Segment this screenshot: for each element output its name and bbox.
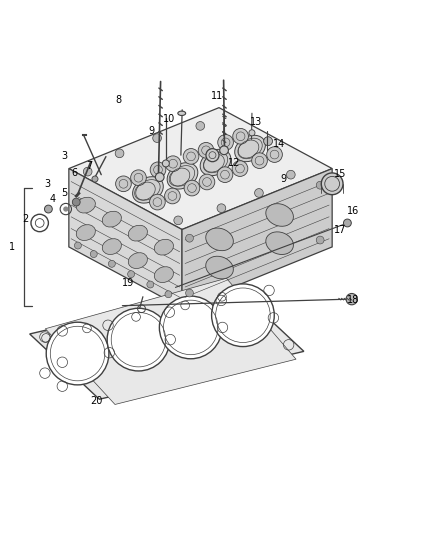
Polygon shape [30,286,304,399]
Circle shape [212,284,274,346]
Circle shape [90,251,97,257]
Ellipse shape [102,239,121,254]
Ellipse shape [200,149,231,176]
Circle shape [45,205,52,213]
Text: 3: 3 [61,150,67,160]
Ellipse shape [128,253,148,269]
Circle shape [199,174,215,190]
Ellipse shape [128,225,148,241]
Circle shape [218,134,233,150]
Text: 9: 9 [148,126,155,136]
Text: 11: 11 [211,91,223,101]
Text: 5: 5 [61,188,67,198]
Circle shape [63,206,68,212]
Circle shape [184,180,200,196]
Circle shape [232,161,248,176]
Ellipse shape [154,239,173,255]
Text: 10: 10 [163,115,175,124]
Circle shape [252,153,267,168]
Text: 13: 13 [250,117,262,127]
Circle shape [254,189,263,197]
Text: 4: 4 [49,194,56,204]
Circle shape [198,142,214,158]
Text: 20: 20 [90,395,102,406]
Circle shape [174,216,183,225]
Circle shape [147,281,154,288]
Circle shape [153,134,162,142]
Circle shape [249,130,255,136]
Text: 3: 3 [44,179,50,189]
Ellipse shape [266,232,293,254]
Circle shape [264,137,272,146]
Circle shape [108,260,115,267]
Circle shape [150,194,165,210]
Circle shape [46,322,109,385]
Circle shape [183,149,199,164]
Circle shape [233,128,248,144]
Circle shape [343,219,351,227]
Text: 12: 12 [228,158,240,168]
Text: 18: 18 [347,295,359,305]
Ellipse shape [154,266,173,282]
Circle shape [83,167,92,176]
Text: 7: 7 [86,161,92,172]
Circle shape [316,181,324,189]
Ellipse shape [206,228,233,251]
Polygon shape [46,278,296,405]
Circle shape [150,162,166,177]
Text: 9: 9 [280,174,286,183]
Circle shape [346,294,357,305]
Ellipse shape [178,111,186,116]
Text: 2: 2 [22,214,28,224]
Circle shape [217,167,233,182]
Circle shape [72,198,80,206]
Circle shape [165,156,181,172]
Circle shape [220,146,228,155]
Ellipse shape [102,211,121,227]
Ellipse shape [76,224,95,240]
Ellipse shape [266,204,293,227]
Circle shape [206,149,219,161]
Circle shape [267,147,283,163]
Circle shape [217,204,226,213]
Polygon shape [69,168,182,308]
Text: 19: 19 [122,278,134,288]
Circle shape [107,308,170,371]
Circle shape [286,171,295,179]
Text: 1: 1 [9,242,15,252]
Circle shape [186,289,194,297]
Circle shape [196,122,205,130]
Circle shape [162,160,170,167]
Circle shape [116,176,131,192]
Circle shape [155,173,164,181]
Circle shape [159,296,222,359]
Circle shape [321,173,343,195]
Text: 17: 17 [334,224,346,235]
Ellipse shape [133,177,163,203]
Ellipse shape [167,163,198,189]
Circle shape [92,176,98,182]
Circle shape [264,137,272,146]
Ellipse shape [76,197,95,213]
Text: 15: 15 [334,169,346,179]
Circle shape [165,291,172,298]
Circle shape [74,242,81,249]
Text: 16: 16 [347,206,359,216]
Ellipse shape [235,135,265,161]
Circle shape [186,235,194,242]
Circle shape [115,149,124,158]
Polygon shape [69,108,332,230]
Circle shape [316,236,324,244]
Circle shape [131,170,146,185]
Circle shape [127,271,134,278]
Polygon shape [182,168,332,308]
Text: 14: 14 [273,139,285,149]
Text: 6: 6 [71,168,78,178]
Ellipse shape [206,256,233,279]
Circle shape [165,188,180,204]
Text: 8: 8 [115,95,121,105]
